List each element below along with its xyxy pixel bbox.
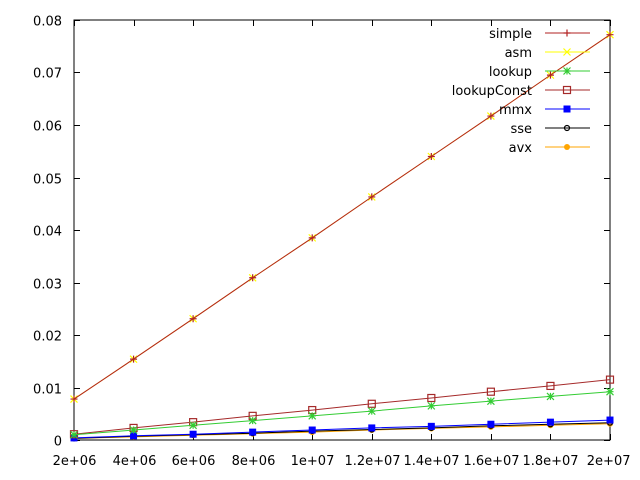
legend-item-mmx: mmx <box>499 103 590 118</box>
axes: 0 0.01 0.02 0.03 0.04 0.05 0.06 0.07 0.08 2e+06 4e… <box>33 15 630 470</box>
data-point-mmx <box>308 426 316 434</box>
x-tick-label: 6e+06 <box>172 454 216 469</box>
plot-frame <box>73 19 611 441</box>
legend-item-sse: sse <box>510 122 590 137</box>
y-tick-label: 0.07 <box>33 67 62 82</box>
legend-label: mmx <box>499 103 532 118</box>
y-tick-label: 0.08 <box>33 15 62 30</box>
series-line-sse <box>73 422 611 439</box>
legend-marker-lookup <box>563 67 571 75</box>
series-line-lookup <box>73 391 611 436</box>
data-point-mmx <box>427 422 435 430</box>
y-tick-label: 0.03 <box>33 278 62 293</box>
data-point-simple <box>189 315 197 323</box>
data-point-lookup <box>427 401 436 410</box>
data-point-lookupConst <box>367 399 376 408</box>
data-point-mmx <box>130 432 138 440</box>
x-tick-label: 2e+07 <box>587 454 631 469</box>
data-point-lookupConst <box>427 393 436 403</box>
y-tick-label: 0 <box>54 435 62 450</box>
x-tick-label: 1.8e+07 <box>522 454 578 469</box>
x-tick-label: 2e+06 <box>53 454 97 469</box>
y-tick-label: 0.01 <box>33 383 62 398</box>
data-point-lookupConst <box>546 381 555 391</box>
x-tick-label: 1.4e+07 <box>403 454 459 469</box>
y-tick-label: 0.04 <box>33 225 62 240</box>
x-tick-label: 1e+07 <box>291 454 335 469</box>
data-point-simple <box>427 153 435 160</box>
legend-label: lookup <box>489 65 532 80</box>
x-tick-label: 4e+06 <box>113 454 157 469</box>
series-lookup <box>70 387 614 439</box>
legend-label: lookupConst <box>452 84 532 99</box>
series-line-simple <box>73 34 611 400</box>
series-group <box>69 30 615 442</box>
data-point-lookup <box>546 392 555 401</box>
data-point-lookup <box>308 411 317 420</box>
series-simple <box>70 31 614 403</box>
legend-item-lookupConst: lookupConst <box>452 84 590 99</box>
data-point-mmx <box>189 430 197 438</box>
data-point-simple <box>606 31 614 39</box>
legend-label: simple <box>489 27 532 42</box>
series-line-mmx <box>73 419 611 439</box>
x-tick-label: 8e+06 <box>232 454 276 469</box>
data-point-lookup <box>248 416 257 425</box>
legend-marker-mmx <box>563 105 571 113</box>
data-point-lookupConst <box>605 375 615 384</box>
legend-item-avx: avx <box>509 141 590 156</box>
data-point-lookup <box>367 407 376 416</box>
legend-marker-avx <box>564 144 570 150</box>
legend: simple asm lookup lookupConst mmx sse avx <box>452 27 590 156</box>
legend-marker-lookupConst <box>562 85 572 95</box>
data-point-mmx <box>546 418 554 426</box>
y-tick-label: 0.02 <box>33 330 62 345</box>
legend-label: avx <box>509 141 533 156</box>
legend-item-simple: simple <box>489 27 590 42</box>
data-point-lookup <box>486 397 495 406</box>
y-tick-label: 0.06 <box>33 120 62 135</box>
data-point-lookup <box>189 421 198 430</box>
legend-marker-sse <box>563 124 571 132</box>
x-tick-label: 1.6e+07 <box>463 454 519 469</box>
series-line-avx <box>73 423 611 439</box>
data-point-lookup <box>70 430 78 439</box>
data-point-simple <box>308 234 316 242</box>
series-line-lookupConst <box>73 379 611 435</box>
data-point-simple <box>70 395 78 403</box>
data-point-mmx <box>606 416 614 424</box>
data-point-simple <box>130 355 138 363</box>
data-point-simple <box>487 112 495 120</box>
series-lookupConst <box>69 375 615 439</box>
x-tick-label: 1.2e+07 <box>344 454 400 469</box>
y-tick-label: 0.05 <box>33 173 62 188</box>
data-point-simple <box>546 71 554 79</box>
data-point-mmx <box>368 424 376 432</box>
data-point-lookup <box>606 387 614 396</box>
legend-label: asm <box>505 46 532 61</box>
data-point-mmx <box>487 420 495 428</box>
legend-item-asm: asm <box>505 46 590 61</box>
legend-label: sse <box>510 122 532 137</box>
data-point-simple <box>368 193 376 201</box>
data-point-lookupConst <box>486 387 495 396</box>
legend-marker-simple <box>563 29 571 37</box>
data-point-lookup <box>129 426 138 434</box>
legend-item-lookup: lookup <box>489 65 590 80</box>
data-point-mmx <box>249 428 257 436</box>
data-point-simple <box>249 274 257 282</box>
legend-marker-asm <box>563 48 571 56</box>
series-avx <box>71 420 613 442</box>
